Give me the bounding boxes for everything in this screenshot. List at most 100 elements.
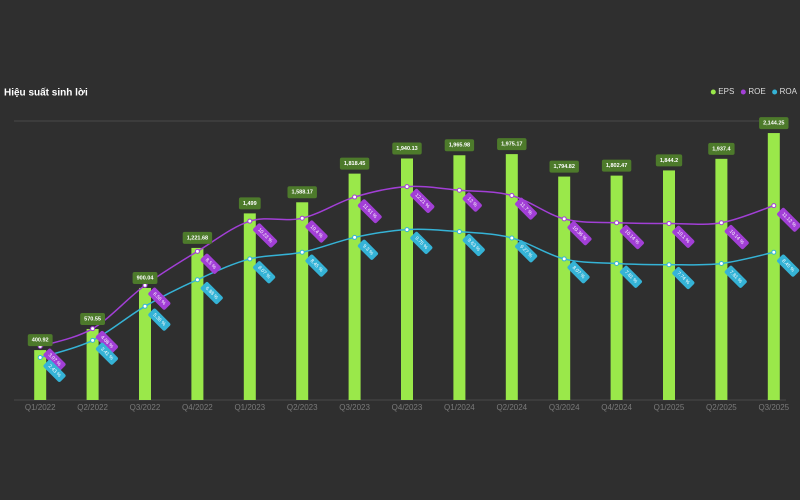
label-box [200, 253, 221, 274]
bar-value-label: 900.04 [132, 271, 158, 284]
bar [34, 350, 47, 400]
line-point [614, 220, 620, 226]
x-tick-label: Q2/2024 [496, 403, 527, 412]
bar-value-label: 1,499 [238, 197, 261, 210]
x-tick-label: Q3/2024 [549, 403, 580, 412]
label-box [200, 282, 223, 305]
bar-value-label: 1,975.17 [497, 138, 527, 151]
line-value-label: 12 % [462, 192, 482, 212]
bar-value-text: 1,588.17 [291, 190, 312, 196]
label-box [708, 142, 735, 155]
line-point [771, 203, 777, 209]
x-tick-label: Q4/2023 [392, 403, 423, 412]
bar-value-label: 1,937.4 [708, 142, 735, 155]
bar-value-text: 1,802.47 [606, 163, 627, 169]
x-tick-label: Q2/2025 [706, 403, 737, 412]
x-tick-label: Q2/2022 [77, 403, 108, 412]
bar [767, 133, 780, 400]
label-box [567, 261, 590, 284]
bar-value-label: 1,940.13 [392, 142, 422, 155]
bar-value-label: 1,802.47 [601, 159, 632, 172]
line-point [666, 220, 672, 226]
bar-value-label: 1,588.17 [287, 186, 317, 199]
x-tick-label: Q1/2022 [25, 403, 56, 412]
x-tick-label: Q3/2025 [758, 403, 789, 412]
label-box [672, 266, 695, 290]
line-point [194, 277, 200, 283]
label-box [132, 271, 158, 284]
label-box [515, 197, 537, 220]
label-box [392, 142, 422, 155]
bar-value-text: 1,818.45 [344, 161, 365, 167]
label-box [567, 221, 592, 246]
label-box [148, 287, 171, 310]
bar-value-text: 1,221.68 [187, 235, 208, 241]
line-point [352, 234, 358, 240]
bar-value-label: 1,794.82 [549, 160, 579, 173]
label-box [95, 342, 118, 365]
bar-value-label: 1,965.98 [444, 139, 475, 152]
bar-value-label: 1,844.2 [655, 154, 683, 167]
bar-value-text: 1,965.98 [449, 143, 470, 149]
label-box [80, 312, 106, 325]
label-box [27, 334, 53, 347]
label-box [253, 223, 278, 248]
bar [453, 155, 466, 400]
label-box [287, 186, 317, 199]
x-tick-label: Q1/2023 [234, 403, 265, 412]
line-point [509, 192, 515, 198]
label-box [238, 197, 261, 210]
bar-value-text: 1,794.82 [553, 164, 574, 170]
label-box [672, 225, 695, 248]
line-point [37, 355, 43, 361]
line-point [299, 249, 305, 255]
bar [139, 287, 151, 400]
label-box [410, 188, 435, 213]
label-box [410, 231, 433, 254]
label-box [515, 240, 538, 263]
legend-label: EPS [718, 87, 734, 96]
label-box [253, 261, 276, 284]
x-tick-label: Q1/2025 [654, 403, 685, 412]
bar [191, 247, 204, 400]
line-point [456, 229, 462, 235]
x-tick-label: Q3/2023 [339, 403, 370, 412]
x-tick-label: Q4/2022 [182, 403, 213, 412]
bar [243, 213, 256, 400]
label-box [357, 239, 379, 260]
label-box [357, 199, 382, 224]
bar-value-text: 900.04 [137, 275, 155, 281]
line-point [666, 262, 672, 268]
line-point [771, 249, 777, 255]
chart-title: Hiệu suất sinh lời [4, 87, 88, 99]
bar-value-label: 1,818.45 [339, 157, 370, 170]
line-point [404, 227, 410, 233]
line-point [404, 184, 410, 190]
legend-marker [772, 89, 778, 95]
line-point [194, 248, 200, 254]
label-box [43, 359, 66, 382]
bar-value-text: 2,144.25 [763, 121, 784, 127]
line-point [718, 260, 724, 266]
x-tick-label: Q3/2022 [130, 403, 161, 412]
bar-value-text: 1,499 [243, 201, 257, 207]
label-box [619, 265, 642, 288]
label-box [655, 154, 683, 167]
bar-value-label: 1,221.68 [182, 231, 213, 244]
label-box [777, 207, 800, 232]
label-box [43, 348, 66, 371]
line-point [90, 337, 96, 343]
line-point [352, 194, 358, 200]
label-box [462, 192, 482, 212]
line-point [561, 256, 567, 262]
bar-value-label: 570.55 [80, 312, 106, 325]
line-point [247, 256, 253, 262]
bar [715, 158, 728, 400]
label-box [182, 231, 213, 244]
bar-value-text: 1,937.4 [712, 146, 731, 152]
bar-value-text: 400.92 [32, 338, 49, 344]
bar-value-label: 400.92 [27, 334, 53, 347]
label-box [305, 254, 328, 277]
